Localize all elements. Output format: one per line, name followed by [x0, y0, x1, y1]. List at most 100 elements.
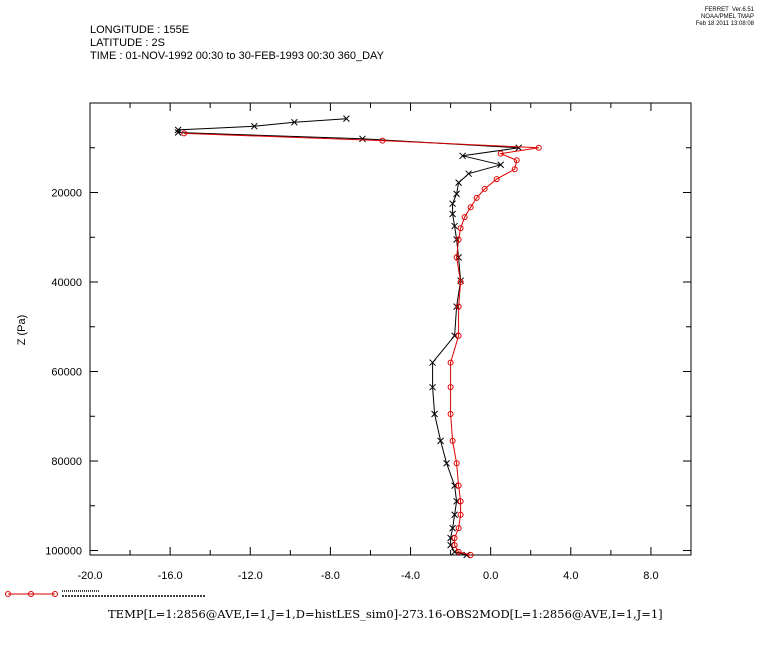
- data-point: [437, 437, 444, 445]
- y-tick-label: 40000: [51, 277, 82, 289]
- data-point: [451, 511, 458, 519]
- x-tick-label: -16.0: [158, 570, 183, 582]
- data-point: [473, 194, 480, 201]
- data-point: [443, 459, 450, 467]
- data-point: [457, 498, 464, 505]
- data-point: [453, 254, 460, 261]
- data-point: [431, 410, 438, 418]
- data-point: [457, 511, 464, 518]
- data-point: [455, 179, 462, 187]
- marker-stroke: [455, 179, 462, 187]
- marker-stroke: [174, 126, 182, 134]
- data-point: [447, 359, 454, 366]
- marker-stroke: [453, 190, 460, 198]
- marker-stroke: [451, 222, 458, 230]
- marker-stroke: [515, 144, 523, 152]
- x-tick-label: -12.0: [238, 570, 263, 582]
- data-point: [461, 214, 468, 221]
- series-2: [181, 130, 542, 558]
- marker-stroke: [290, 118, 298, 126]
- marker-stroke: [449, 200, 456, 208]
- y-tick-label: 80000: [51, 456, 82, 468]
- stamp-line-2: NOAA/PMEL TMAP: [700, 14, 754, 20]
- data-point: [449, 200, 456, 208]
- data-point: [455, 548, 462, 555]
- marker-stroke: [437, 437, 444, 445]
- data-point: [429, 383, 436, 391]
- data-point: [455, 482, 462, 489]
- series-line: [184, 132, 539, 556]
- marker-stroke: [429, 359, 436, 366]
- data-point: [447, 411, 454, 418]
- marker-stroke: [250, 122, 258, 130]
- data-point: [181, 130, 188, 137]
- x-tick-label: -8.0: [321, 570, 340, 582]
- marker-stroke: [449, 524, 456, 532]
- data-point: [493, 176, 500, 183]
- data-point: [457, 225, 464, 232]
- data-point: [449, 210, 456, 218]
- data-point: [535, 144, 542, 151]
- axis-ticks: [89, 103, 692, 555]
- series-line: [177, 118, 519, 556]
- data-point: [497, 150, 504, 157]
- ferret-stamp: FERRET Ver.6.51 NOAA/PMEL TMAP Feb 18 20…: [696, 7, 754, 28]
- data-point: [467, 552, 474, 558]
- data-point: [455, 525, 462, 532]
- x-tick-label: -4.0: [401, 570, 420, 582]
- longitude-label: LONGITUDE : 155E: [90, 24, 190, 36]
- data-point: [343, 115, 350, 123]
- data-point: [497, 161, 505, 169]
- data-point: [455, 236, 462, 243]
- data-point: [511, 166, 518, 173]
- marker-stroke: [449, 210, 456, 218]
- y-tick-label: 20000: [51, 188, 82, 200]
- data-point: [453, 460, 460, 467]
- marker-stroke: [451, 511, 458, 519]
- y-tick-label: 60000: [51, 367, 82, 379]
- x-tick-label: 4.0: [563, 570, 578, 582]
- data-point: [174, 126, 182, 134]
- data-point: [451, 222, 458, 230]
- data-point: [453, 190, 460, 198]
- data-point: [451, 542, 458, 549]
- data-point: [457, 279, 464, 286]
- data-point: [515, 144, 523, 152]
- x-tick-label: 8.0: [643, 570, 658, 582]
- time-label: TIME : 01-NOV-1992 00:30 to 30-FEB-1993 …: [90, 50, 384, 62]
- data-point: [290, 118, 298, 126]
- data-point: [447, 384, 454, 391]
- series-1: [174, 115, 523, 559]
- marker-stroke: [497, 161, 505, 169]
- data-point: [465, 170, 472, 178]
- data-point: [459, 152, 466, 160]
- data-point: [250, 122, 258, 130]
- data-point: [359, 135, 366, 143]
- axis-tick-labels: -20.0 -16.0 -12.0 -8.0 -4.0 0.0 4.0 8.0 20000 400…: [45, 188, 658, 582]
- legend: [5, 590, 205, 597]
- marker-stroke: [174, 129, 182, 136]
- marker-stroke: [359, 135, 366, 143]
- data-point: [467, 204, 474, 211]
- data-point: [449, 524, 456, 532]
- legend-marker: [52, 591, 58, 597]
- marker-stroke: [343, 115, 350, 123]
- data-point: [429, 359, 436, 366]
- legend-marker: [5, 591, 11, 597]
- plot-frame: [89, 102, 692, 556]
- marker-stroke: [459, 152, 466, 160]
- stamp-line-1: FERRET Ver.6.51: [704, 7, 754, 13]
- latitude-label: LATITUDE : 2S: [90, 37, 165, 49]
- legend-marker: [28, 591, 34, 597]
- stamp-line-3: Feb 18 2011 13:08:08: [695, 21, 754, 27]
- series-layer: [174, 115, 542, 559]
- data-point: [451, 534, 458, 541]
- y-axis-title: Z (Pa): [16, 315, 28, 346]
- data-point: [174, 129, 182, 136]
- marker-stroke: [429, 383, 436, 391]
- marker-stroke: [443, 459, 450, 467]
- data-point: [455, 303, 462, 310]
- x-tick-label: -20.0: [77, 570, 102, 582]
- x-tick-label: 0.0: [483, 570, 498, 582]
